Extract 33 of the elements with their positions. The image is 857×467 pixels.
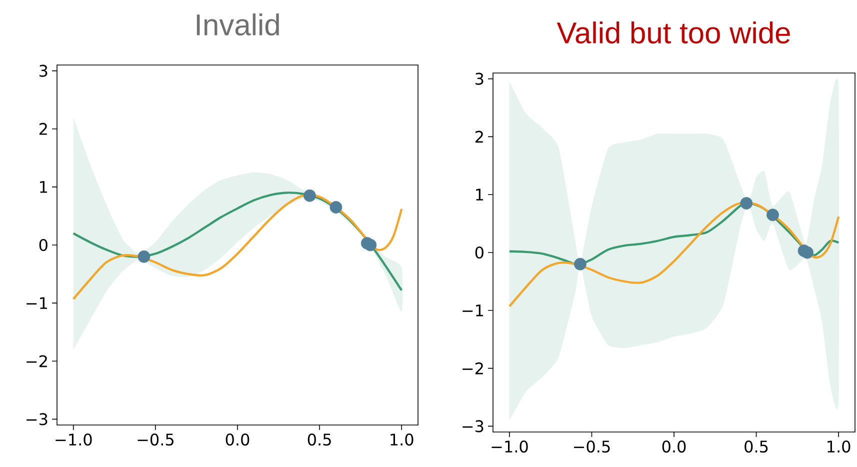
chart-title: Invalid: [196, 13, 279, 36]
point: [801, 246, 814, 259]
x-tick-label: −1.0: [56, 434, 92, 446]
x-tick-label: 1.0: [828, 440, 850, 453]
y-tick-label: −3: [26, 413, 48, 426]
point: [574, 258, 586, 270]
x-tick-label: 0.0: [226, 434, 250, 446]
point: [766, 208, 779, 222]
y-tick-label: −3: [462, 420, 484, 432]
x-tick-label: 0.5: [308, 434, 331, 446]
y-tick-label: 1: [40, 181, 48, 193]
point: [304, 189, 316, 202]
y-tick-label: 2: [39, 122, 47, 135]
y-tick-label: 3: [40, 64, 48, 77]
y-tick-label: −1: [462, 304, 484, 316]
y-tick-label: −1: [26, 297, 48, 309]
point: [330, 201, 342, 214]
y-tick-label: 0: [475, 246, 484, 259]
x-tick-label: 0.5: [744, 440, 768, 453]
y-tick-label: 1: [476, 188, 484, 200]
y-tick-label: 0: [39, 238, 48, 252]
y-tick-label: 2: [475, 130, 483, 143]
chart-title: Valid but too wide: [556, 21, 790, 44]
y-tick-label: 3: [476, 72, 484, 85]
y-tick-label: −2: [462, 362, 483, 374]
x-tick-label: 0.0: [662, 440, 686, 453]
x-tick-label: −1.0: [492, 440, 528, 453]
x-tick-label: −0.5: [138, 434, 174, 446]
x-tick-label: 1.0: [390, 434, 414, 446]
x-tick-label: −0.5: [574, 440, 610, 453]
y-tick-label: −2: [26, 355, 47, 368]
point: [138, 250, 150, 263]
point: [740, 197, 753, 210]
